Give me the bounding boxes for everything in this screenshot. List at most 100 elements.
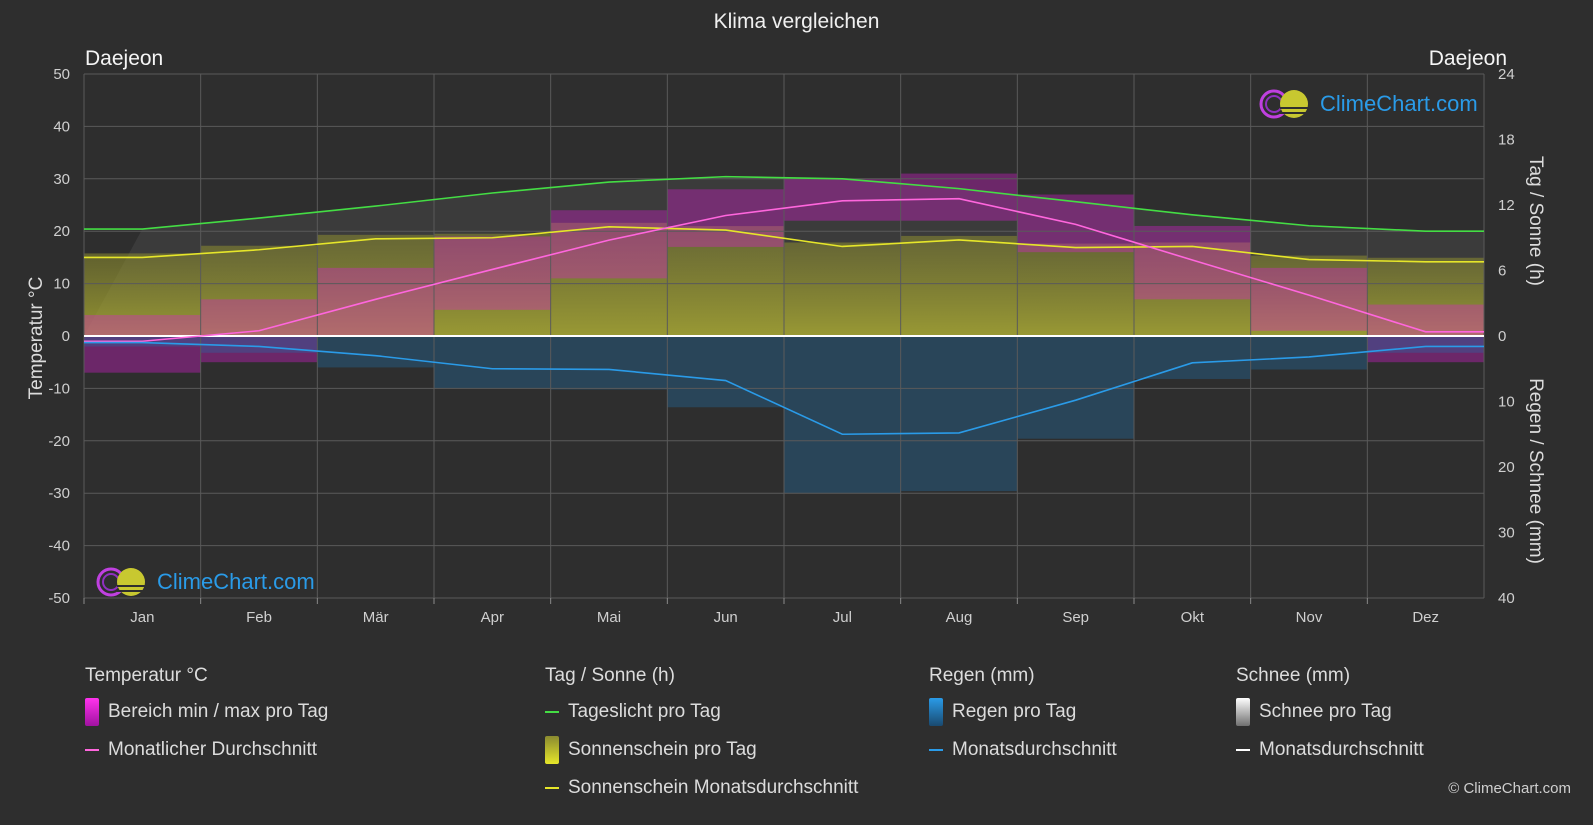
x-tick-label: Feb (246, 609, 272, 626)
climechart-logo-icon (1259, 89, 1308, 119)
legend-item-temp-range: Bereich min / max pro Tag (85, 698, 329, 726)
legend-item-temp-avg: Monatlicher Durchschnitt (85, 737, 328, 763)
legend-heading: Tag / Sonne (h) (545, 665, 675, 686)
snow-avg-swatch (1236, 749, 1250, 751)
rain-bar (434, 336, 551, 389)
temp-range-bar (1250, 267, 1368, 331)
legend-label: Sonnenschein pro Tag (568, 739, 757, 760)
legend-label: Monatsdurchschnitt (952, 739, 1117, 760)
sunshine-avg-line (84, 226, 1484, 263)
legend-group-rain: Regen (mm) Regen pro Tag Monatsdurchschn… (929, 665, 1117, 763)
sunshine-avg-swatch (545, 787, 559, 789)
y-tick-label: 0 (62, 328, 70, 345)
daylight-line (84, 175, 1484, 232)
sunshine-bar (1017, 243, 1134, 336)
legend-group-temperature: Temperatur °C Bereich min / max pro Tag … (85, 665, 328, 763)
x-tick-label: Jul (833, 609, 852, 626)
legend-label: Monatsdurchschnitt (1259, 739, 1424, 760)
y-axis-label: Temperatur °C (26, 277, 47, 400)
y3-tick-label: 30 (1498, 525, 1515, 542)
chart-title: Klima vergleichen (713, 10, 880, 33)
sunshine-bar (784, 242, 901, 336)
y-tick-label: 10 (53, 276, 70, 293)
y-tick-label: 30 (53, 171, 70, 188)
rain-swatch (929, 698, 943, 726)
logo-bottom-left: ClimeChart.com (95, 566, 315, 598)
legend-group-snow: Schnee (mm) Schnee pro Tag Monatsdurchsc… (1236, 665, 1424, 763)
temp-range-bar (900, 173, 1018, 221)
x-tick-label: Dez (1412, 609, 1439, 626)
legend-label: Regen pro Tag (952, 701, 1077, 722)
temp-range-bar (434, 236, 551, 310)
temp-range-bar (1134, 225, 1251, 300)
temp-avg-swatch (85, 749, 99, 751)
rain-avg-line (84, 341, 1484, 436)
x-tick-label: Aug (946, 609, 973, 626)
legend-label: Monatlicher Durchschnitt (108, 739, 318, 760)
y2-tick-label: 0 (1498, 328, 1506, 345)
legend-item-sunshine-avg: Sonnenschein Monatsdurchschnitt (545, 775, 858, 801)
climate-chart: 50 40 30 20 10 0 -10 -20 -30 -40 -50 24 18 12 6 0 10 20 30… (26, 66, 1546, 626)
legend-item-snow: Schnee pro Tag (1236, 698, 1424, 726)
location-left: Daejeon (85, 47, 164, 70)
snow-swatch (1236, 698, 1250, 726)
y-tick-label: 50 (53, 66, 70, 83)
legend-heading: Temperatur °C (85, 665, 208, 686)
y-tick-label: 40 (53, 118, 70, 135)
rain-bar (317, 336, 434, 368)
logo-text: ClimeChart.com (157, 569, 315, 594)
x-tick-label: Jan (130, 609, 154, 626)
logo-text: ClimeChart.com (1320, 91, 1478, 116)
x-tick-label: Mär (363, 609, 389, 626)
y-tick-label: -10 (48, 380, 70, 397)
logo-top-right: ClimeChart.com (1258, 88, 1478, 120)
legend-item-rain-avg: Monatsdurchschnitt (929, 737, 1117, 763)
y3-tick-label: 40 (1498, 590, 1515, 607)
legend-label: Sonnenschein Monatsdurchschnitt (568, 777, 859, 798)
y3-tick-label: 20 (1498, 459, 1515, 476)
sunshine-bar (317, 234, 434, 336)
temp-range-bar (317, 267, 434, 336)
sunshine-bar (434, 233, 551, 336)
legend-item-sunshine: Sonnenschein pro Tag (545, 736, 858, 764)
sunshine-bar (1134, 242, 1251, 336)
legend-label: Tageslicht pro Tag (568, 701, 721, 722)
y2-tick-label: 6 (1498, 263, 1506, 280)
legend-group-sun: Tag / Sonne (h) Tageslicht pro Tag Sonne… (545, 665, 858, 801)
legend-item-snow-avg: Monatsdurchschnitt (1236, 737, 1424, 763)
location-right: Daejeon (1428, 47, 1507, 70)
rain-bar (550, 336, 668, 390)
rain-bar (784, 336, 901, 494)
sunshine-bar (667, 226, 784, 336)
temp-range-bar (667, 189, 784, 247)
temp-range-swatch (85, 698, 99, 726)
y2-tick-label: 12 (1498, 197, 1515, 214)
sunshine-bar (900, 235, 1018, 336)
sunshine-bar (84, 253, 201, 336)
y3-tick-label: 10 (1498, 394, 1515, 411)
temp-range-bar (550, 210, 668, 279)
sunshine-swatch (545, 736, 559, 764)
legend-label: Bereich min / max pro Tag (108, 701, 329, 722)
y-tick-label: -20 (48, 433, 70, 450)
temp-range-bar (1367, 304, 1484, 363)
y2-axis-label: Tag / Sonne (h) (1525, 156, 1546, 286)
climechart-logo-icon (96, 567, 145, 597)
y-tick-label: -50 (48, 590, 70, 607)
temp-avg-line (84, 197, 1484, 343)
daylight-swatch (545, 711, 559, 713)
y3-axis-label: Regen / Schnee (mm) (1525, 378, 1546, 564)
rain-bar (1134, 336, 1251, 379)
x-tick-label: Mai (597, 609, 621, 626)
x-tick-label: Apr (481, 609, 504, 626)
legend-item-rain: Regen pro Tag (929, 698, 1117, 726)
legend-heading: Schnee (mm) (1236, 665, 1351, 686)
sunshine-bar (1367, 257, 1484, 336)
x-tick-label: Sep (1062, 609, 1089, 626)
y-tick-label: -40 (48, 538, 70, 555)
sunshine-bar (550, 222, 668, 336)
y-tick-label: 20 (53, 223, 70, 240)
y-tick-label: -30 (48, 485, 70, 502)
y2-tick-label: 24 (1498, 66, 1515, 83)
y2-tick-label: 18 (1498, 132, 1515, 149)
